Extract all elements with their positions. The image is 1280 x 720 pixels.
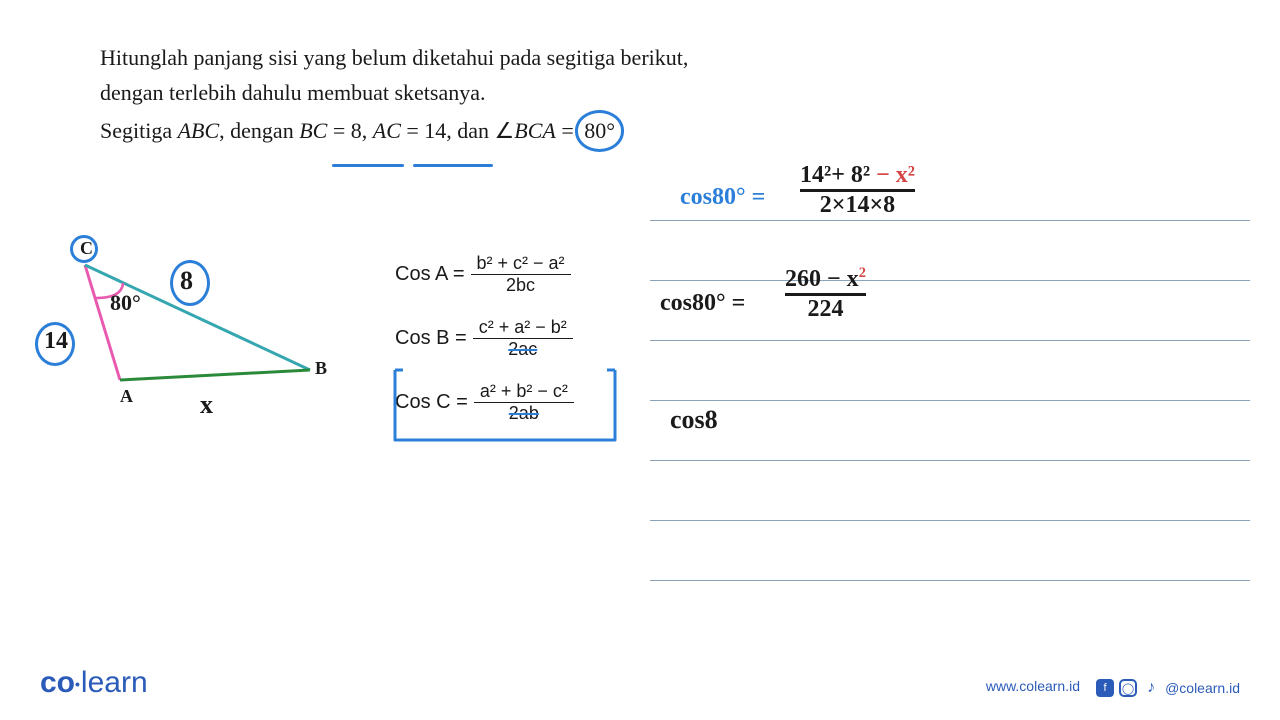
vertex-b-label: B xyxy=(315,358,327,379)
angle-bca: BCA xyxy=(514,118,556,143)
angle-80: 80° xyxy=(110,290,141,316)
eq2-lhs: cos80° = xyxy=(660,290,745,317)
text: = 14, dan ∠ xyxy=(401,118,514,143)
logo-co: co xyxy=(40,666,75,699)
circle-vertex-c xyxy=(70,235,98,263)
side-14-label: 14 xyxy=(44,328,68,355)
rule-line xyxy=(650,280,1250,281)
eq1-den: 2×14×8 xyxy=(820,192,895,219)
eq2-num: 260 − x2 xyxy=(785,265,866,293)
eq1-lhs: cos80° = xyxy=(680,184,765,211)
eq1-frac: 14²+ 8² − x² 2×14×8 xyxy=(800,162,915,219)
side-ca-line xyxy=(85,265,120,380)
footer: co•learn www.colearn.id f ◯ ♪ @colearn.i… xyxy=(0,660,1280,700)
eq3: cos8 xyxy=(670,405,718,435)
text: Segitiga xyxy=(100,118,178,143)
problem-statement: Hitunglah panjang sisi yang belum diketa… xyxy=(100,40,800,152)
footer-url: www.colearn.id xyxy=(986,678,1080,694)
triangle-name: ABC xyxy=(178,118,220,143)
formula-highlight-box xyxy=(385,240,625,460)
text: , dengan xyxy=(219,118,299,143)
problem-line-2: dengan terlebih dahulu membuat sketsanya… xyxy=(100,75,800,110)
instagram-icon: ◯ xyxy=(1119,679,1137,697)
vertex-a-label: A xyxy=(120,386,133,407)
rule-line xyxy=(650,460,1250,461)
rule-line xyxy=(650,400,1250,401)
cosine-formulas: Cos A = b² + c² − a² 2bc Cos B = c² + a²… xyxy=(395,250,574,442)
underline-ac xyxy=(413,164,493,167)
rule-line xyxy=(650,520,1250,521)
tiktok-icon: ♪ xyxy=(1142,679,1160,697)
underline-bc xyxy=(332,164,404,167)
facebook-icon: f xyxy=(1096,679,1114,697)
rule-line xyxy=(650,340,1250,341)
rule-line xyxy=(650,220,1250,221)
eq2-den: 224 xyxy=(807,296,843,323)
rule-line xyxy=(650,580,1250,581)
social-handle-text: @colearn.id xyxy=(1165,680,1240,696)
colearn-logo: co•learn xyxy=(40,666,148,700)
text: = 8, xyxy=(327,118,372,143)
eq1-num: 14²+ 8² − x² xyxy=(800,162,915,189)
logo-learn: learn xyxy=(81,666,148,699)
side-ac: AC xyxy=(373,118,401,143)
side-ab-line xyxy=(120,370,310,380)
social-handles: f ◯ ♪ @colearn.id xyxy=(1096,679,1240,697)
angle-value-circled: 80° xyxy=(575,110,624,151)
side-bc: BC xyxy=(299,118,327,143)
side-x-label: x xyxy=(200,390,213,420)
side-8-label: 8 xyxy=(180,266,193,296)
problem-line-3: Segitiga ABC, dengan BC = 8, AC = 14, da… xyxy=(100,110,800,151)
eq2-frac: 260 − x2 224 xyxy=(785,265,866,323)
triangle-sketch: C A B 80° 8 14 x xyxy=(30,250,340,430)
work-area: cos80° = 14²+ 8² − x² 2×14×8 cos80° = 26… xyxy=(650,180,1260,600)
problem-line-1: Hitunglah panjang sisi yang belum diketa… xyxy=(100,40,800,75)
